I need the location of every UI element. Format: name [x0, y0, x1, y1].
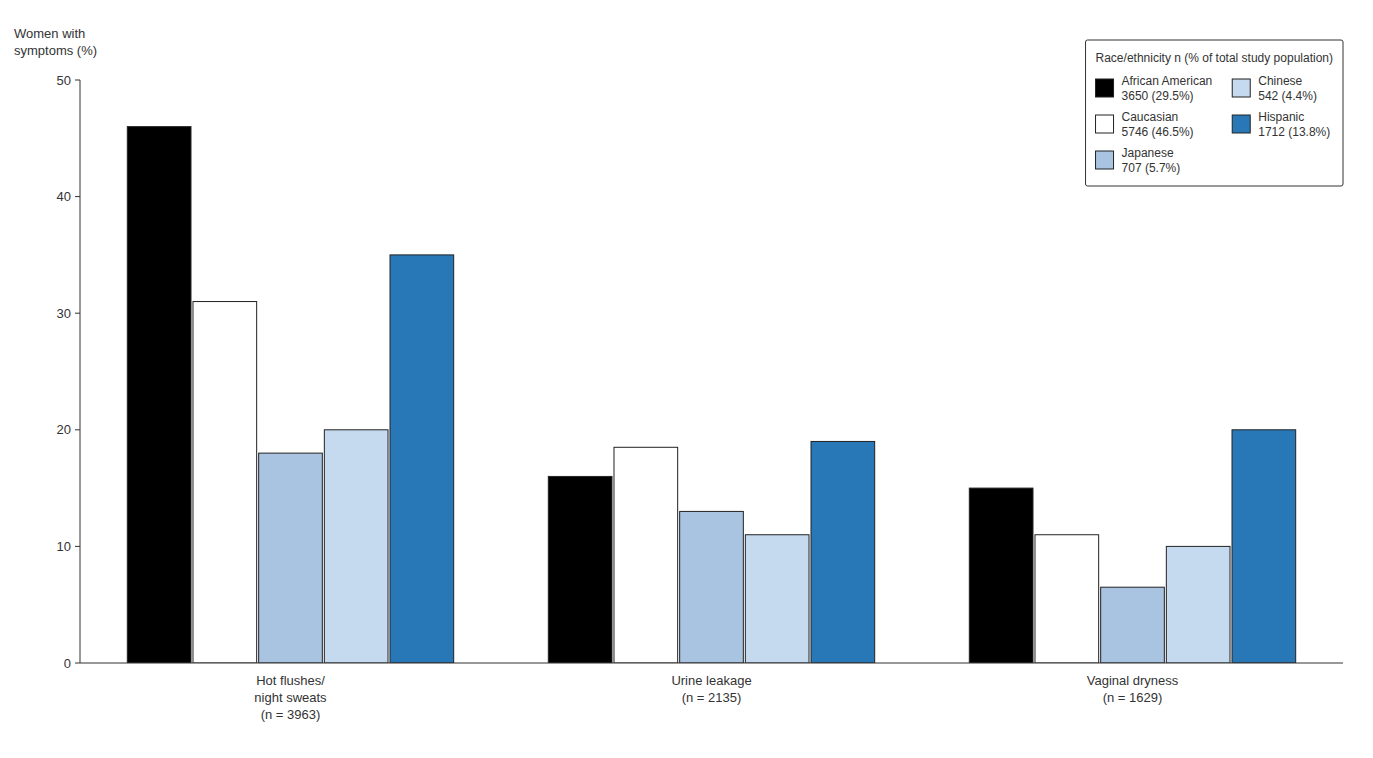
legend-label: Caucasian5746 (46.5%) [1122, 110, 1194, 139]
legend-swatch [1232, 115, 1250, 133]
y-tick [75, 80, 80, 81]
y-tick [75, 663, 80, 664]
text-line: symptoms (%) [14, 43, 97, 58]
bar [1232, 430, 1296, 663]
y-tick-label: 20 [57, 422, 71, 437]
bar [127, 127, 191, 663]
text-line: Japanese [1122, 146, 1174, 160]
text-line: night sweats [254, 690, 327, 705]
text-line: (n = 2135) [682, 690, 742, 705]
legend-label: African American3650 (29.5%) [1122, 74, 1213, 103]
bar [745, 535, 809, 663]
text-line: (n = 3963) [261, 707, 321, 722]
legend-item: Chinese542 (4.4%) [1232, 74, 1317, 103]
legend-item: Caucasian5746 (46.5%) [1096, 110, 1194, 139]
y-tick [75, 196, 80, 197]
text-line: Vaginal dryness [1087, 673, 1179, 688]
text-line: African American [1122, 74, 1213, 88]
text-line: (n = 1629) [1103, 690, 1163, 705]
text-line: 5746 (46.5%) [1122, 125, 1194, 139]
bar [548, 476, 612, 663]
x-tick-label: Vaginal dryness (n = 1629) [1087, 673, 1179, 705]
y-tick-label: 0 [64, 656, 71, 671]
y-axis-line [80, 80, 81, 663]
legend-item: Hispanic1712 (13.8%) [1232, 110, 1330, 139]
legend-swatch [1096, 151, 1114, 169]
text-line: Chinese [1258, 74, 1302, 88]
y-tick-label: 30 [57, 306, 71, 321]
bar [324, 430, 388, 663]
text-line: Urine leakage [671, 673, 751, 688]
y-tick [75, 546, 80, 547]
legend-title: Race/ethnicity n (% of total study popul… [1096, 51, 1333, 65]
bar [193, 302, 257, 663]
bar [680, 511, 744, 663]
legend-swatch [1096, 79, 1114, 97]
legend-swatch [1096, 115, 1114, 133]
y-tick-label: 10 [57, 539, 71, 554]
x-tick-label: Urine leakage (n = 2135) [671, 673, 751, 705]
legend: Race/ethnicity n (% of total study popul… [1086, 40, 1343, 186]
text-line: Hot flushes/ [256, 673, 325, 688]
bar [614, 447, 678, 663]
legend-item: Japanese707 (5.7%) [1096, 146, 1181, 175]
legend-swatch [1232, 79, 1250, 97]
chart: 0 10 20 30 40 50 Hot flushes/night sweats (n = … [0, 0, 1373, 758]
legend-item: African American3650 (29.5%) [1096, 74, 1213, 103]
text-line: Caucasian [1122, 110, 1179, 124]
bar [1101, 587, 1165, 663]
text-line: 1712 (13.8%) [1258, 125, 1330, 139]
y-axis-label: Women with symptoms (%) [14, 26, 97, 58]
text-line: 542 (4.4%) [1258, 89, 1317, 103]
y-tick-label: 50 [57, 73, 71, 88]
text-line: 3650 (29.5%) [1122, 89, 1194, 103]
bar [390, 255, 454, 663]
text-line: Women with [14, 26, 85, 41]
bar [811, 441, 875, 663]
x-tick-label: Hot flushes/night sweats (n = 3963) [254, 673, 327, 722]
x-axis-line [80, 663, 1343, 664]
legend-label: Japanese707 (5.7%) [1122, 146, 1181, 175]
y-tick [75, 313, 80, 314]
legend-label: Chinese542 (4.4%) [1258, 74, 1317, 103]
bar [1166, 546, 1230, 663]
bars [127, 127, 1295, 663]
y-tick [75, 429, 80, 430]
text-line: 707 (5.7%) [1122, 161, 1181, 175]
y-tick-label: 40 [57, 189, 71, 204]
text-line: Hispanic [1258, 110, 1304, 124]
bar [1035, 535, 1099, 663]
background [0, 0, 1373, 758]
legend-label: Hispanic1712 (13.8%) [1258, 110, 1330, 139]
bar [259, 453, 323, 663]
legend-frame [1086, 40, 1343, 186]
bar [969, 488, 1033, 663]
